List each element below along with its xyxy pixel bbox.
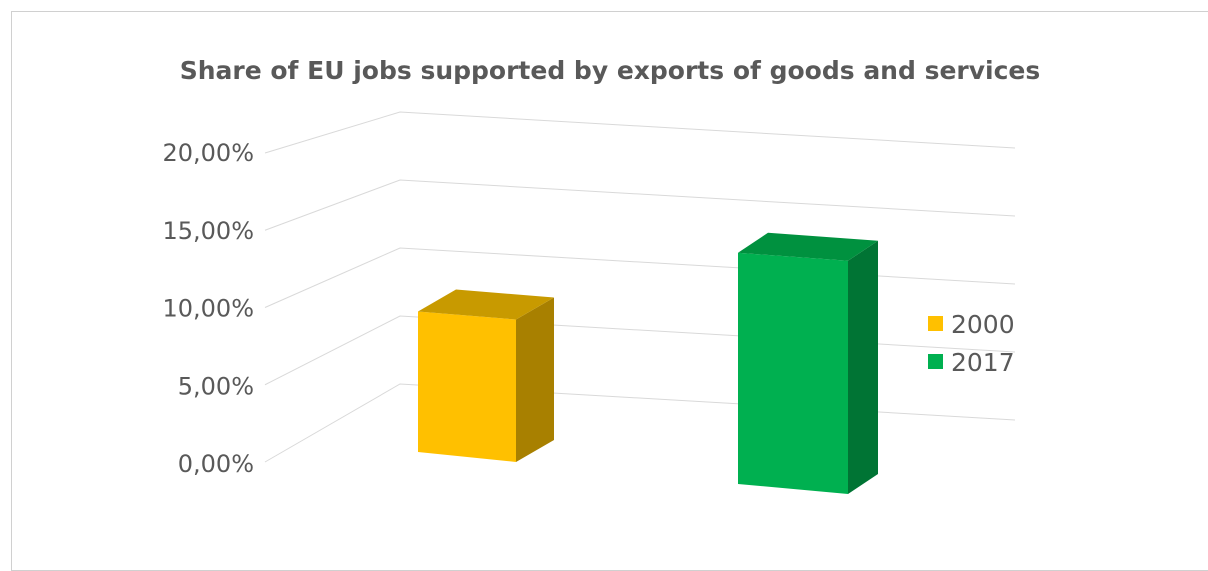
gridline xyxy=(264,179,1016,231)
y-axis-ticks: 0,00% 5,00% 10,00% 15,00% 20,00% xyxy=(162,139,254,478)
legend-swatch-2000 xyxy=(928,316,943,331)
chart-title: Share of EU jobs supported by exports of… xyxy=(180,56,1041,85)
bar-2017 xyxy=(738,232,878,494)
gridlines xyxy=(264,111,1016,463)
y-tick-label: 5,00% xyxy=(178,372,254,400)
bar-top-face xyxy=(418,289,554,320)
legend-label-2017: 2017 xyxy=(951,348,1015,377)
y-tick-label: 15,00% xyxy=(162,217,254,245)
y-tick-label: 0,00% xyxy=(178,450,254,478)
legend-swatch-2017 xyxy=(928,354,943,369)
bar-top-face xyxy=(738,232,878,261)
bars xyxy=(418,232,878,494)
bar-2000 xyxy=(418,289,554,462)
y-tick-label: 20,00% xyxy=(162,139,254,167)
gridline xyxy=(264,315,1016,386)
legend-label-2000: 2000 xyxy=(951,310,1015,339)
bar-side-face xyxy=(516,297,554,462)
bar-front-face xyxy=(738,252,848,494)
gridline xyxy=(264,247,1016,308)
y-tick-label: 10,00% xyxy=(162,295,254,323)
gridline xyxy=(264,383,1016,463)
gridline xyxy=(264,111,1016,154)
bar-side-face xyxy=(848,240,878,494)
legend: 2000 2017 xyxy=(928,310,1015,377)
bar-chart: Share of EU jobs supported by exports of… xyxy=(162,56,1041,494)
bar-front-face xyxy=(418,311,516,462)
